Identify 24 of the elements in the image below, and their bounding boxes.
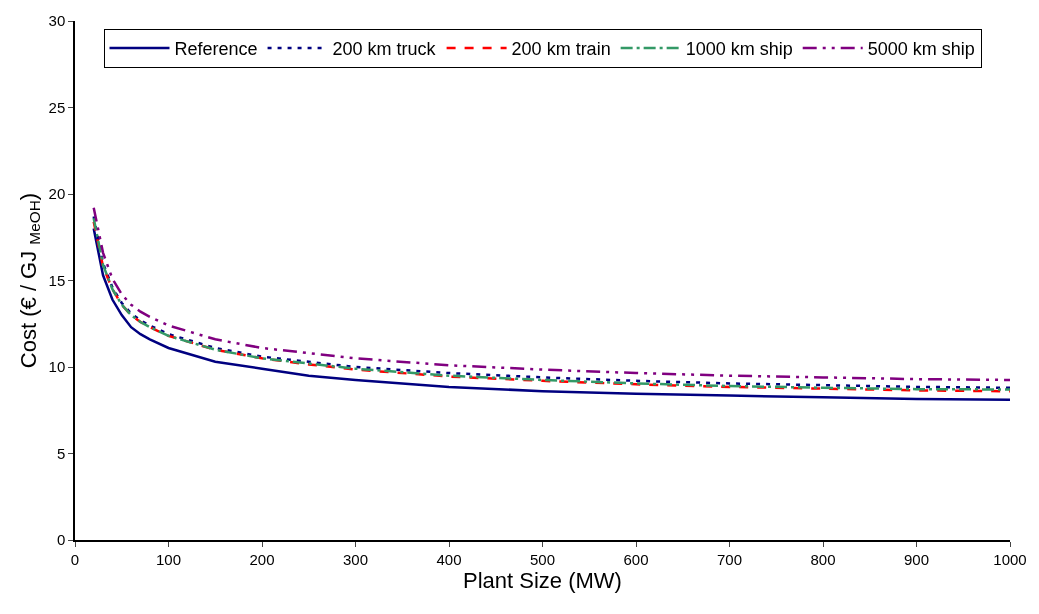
x-tick-label: 700 bbox=[716, 550, 743, 568]
y-tick-label: 25 bbox=[48, 98, 66, 116]
x-tick-label: 300 bbox=[342, 550, 369, 568]
legend-label: 200 km truck bbox=[332, 39, 437, 60]
legend-label: 1000 km ship bbox=[685, 39, 793, 60]
x-tick-label: 100 bbox=[155, 550, 182, 568]
y-tick-label: 0 bbox=[56, 531, 66, 549]
y-tick-label: 15 bbox=[48, 271, 66, 289]
x-axis-title: Plant Size (MW) bbox=[463, 567, 622, 593]
y-tick-label: 30 bbox=[48, 12, 66, 30]
legend-label: 200 km train bbox=[511, 39, 611, 60]
x-tick-label: 900 bbox=[903, 550, 930, 568]
y-tick-label: 20 bbox=[48, 185, 66, 203]
y-tick-label: 5 bbox=[56, 444, 66, 462]
x-tick-label: 1000 bbox=[993, 550, 1027, 568]
legend-label: 5000 km ship bbox=[867, 39, 975, 60]
x-tick-label: 800 bbox=[810, 550, 836, 568]
x-tick-label: 0 bbox=[70, 550, 80, 568]
x-tick-label: 600 bbox=[623, 550, 649, 568]
legend-label: Reference bbox=[174, 39, 258, 60]
x-tick-label: 500 bbox=[529, 550, 556, 568]
x-tick-label: 200 bbox=[249, 550, 275, 568]
y-tick-label: 10 bbox=[48, 358, 66, 376]
x-tick-label: 400 bbox=[436, 550, 462, 568]
